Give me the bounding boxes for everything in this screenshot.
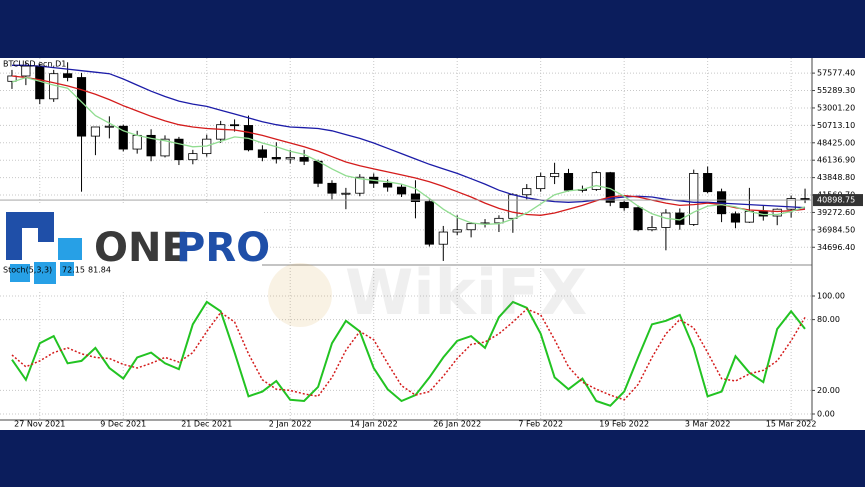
candle-body	[424, 201, 434, 245]
watermark-icon	[268, 263, 332, 327]
candle-body	[563, 173, 574, 191]
x-tick-label: 26 Jan 2022	[433, 420, 481, 429]
y-tick-label: 36984.50	[817, 225, 855, 234]
candle-body	[327, 182, 337, 194]
logo-text: ONE	[94, 225, 189, 271]
candle-body	[63, 73, 73, 78]
candle-body	[744, 211, 754, 223]
logo-block	[38, 228, 54, 242]
x-tick-label: 9 Dec 2021	[100, 420, 146, 429]
candle-body	[160, 138, 170, 157]
series-line	[11, 76, 806, 226]
current-price-label: 40898.75	[817, 196, 855, 205]
candle-body	[132, 134, 142, 150]
candle-body	[536, 176, 546, 190]
y-tick-label: 53001.20	[817, 103, 855, 112]
indicator-value: 72.15	[62, 266, 85, 275]
y-tick-label: 39272.60	[817, 208, 855, 217]
logo: ONE PRO	[0, 205, 270, 291]
candle-body	[146, 134, 156, 157]
candle-body	[21, 65, 31, 77]
indicator-title: Stoch(5,3,3)	[3, 266, 52, 275]
x-tick-label: 3 Mar 2022	[685, 420, 731, 429]
candle-body	[90, 126, 101, 137]
candle-body	[383, 182, 393, 188]
candle-body	[410, 193, 421, 202]
x-tick-label: 19 Feb 2022	[599, 420, 649, 429]
series-line	[11, 308, 806, 401]
x-tick-label: 21 Dec 2021	[181, 420, 232, 429]
y-tick-label: 34696.40	[817, 243, 855, 252]
x-tick-label: 15 Mar 2022	[766, 420, 817, 429]
y-tick-label: 55289.30	[817, 86, 855, 95]
candle-body	[466, 223, 476, 231]
candle-body	[341, 192, 351, 195]
x-tick-label: 27 Nov 2021	[14, 420, 65, 429]
y-tick-label: 100.00	[817, 292, 845, 301]
candle-body	[703, 173, 713, 193]
logo-block	[6, 212, 22, 260]
candle-body	[230, 124, 240, 127]
candle-body	[7, 75, 17, 82]
watermark: WikiFX	[345, 256, 587, 329]
logo-block	[34, 262, 56, 284]
candle-body	[494, 217, 504, 224]
candle-body	[730, 213, 741, 223]
y-tick-label: 43848.80	[817, 173, 855, 182]
candle-body	[285, 157, 295, 160]
y-tick-label: 57577.40	[817, 69, 855, 78]
watermark-group: WikiFX	[268, 256, 587, 329]
plot	[0, 62, 812, 407]
candle-body	[786, 198, 796, 210]
candle-body	[689, 173, 699, 225]
candle-body	[591, 172, 601, 190]
logo-text: PRO	[176, 225, 270, 271]
logo-block	[58, 238, 82, 260]
candle-body	[452, 229, 462, 233]
candle-body	[313, 160, 323, 184]
candle-body	[271, 157, 281, 160]
candle-body	[396, 186, 407, 195]
candle-body	[550, 173, 560, 177]
candle-body	[508, 194, 518, 219]
y-tick-label: 46136.90	[817, 156, 855, 165]
logo-block	[22, 212, 54, 228]
y-tick-label: 20.00	[817, 386, 840, 395]
y-tick-label: 48425.00	[817, 138, 855, 147]
candle-body	[257, 149, 267, 158]
candle-body	[216, 124, 226, 140]
candle-body	[438, 231, 448, 245]
logo-block	[10, 264, 30, 282]
candle-body	[633, 207, 643, 231]
x-tick-label: 7 Feb 2022	[518, 420, 563, 429]
x-tick-label: 2 Jan 2022	[269, 420, 312, 429]
indicator-value: 81.84	[88, 266, 111, 275]
candle-body	[772, 208, 782, 217]
y-tick-label: 50713.10	[817, 121, 855, 130]
candle-body	[619, 201, 629, 209]
candle-body	[355, 176, 365, 194]
y-tick-label: 0.00	[817, 410, 835, 419]
candle-body	[76, 77, 87, 137]
candle-body	[174, 138, 184, 161]
series-line	[11, 300, 806, 407]
candle-body	[104, 125, 114, 128]
y-tick-label: 80.00	[817, 315, 840, 324]
logo-block	[60, 262, 74, 276]
candle-body	[661, 212, 671, 228]
x-tick-label: 14 Jan 2022	[350, 420, 398, 429]
candle-body	[188, 153, 198, 161]
candle-body	[118, 125, 128, 150]
candle-body	[675, 212, 685, 225]
current-price-box	[813, 194, 863, 207]
series-line	[11, 75, 806, 216]
chart-title: BTCUSD.ecn,D1	[3, 60, 66, 69]
candle-body	[299, 157, 309, 162]
candle-body	[522, 188, 532, 196]
candle-body	[647, 227, 657, 231]
